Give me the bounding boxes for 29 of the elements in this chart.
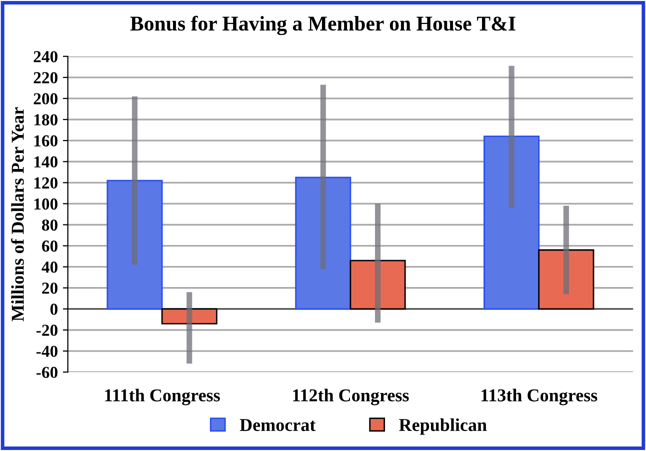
bar bbox=[538, 249, 594, 310]
y-tick-label: 60 bbox=[42, 240, 58, 252]
y-tick-label: 160 bbox=[34, 135, 58, 147]
y-tick-label: 80 bbox=[42, 219, 58, 231]
y-tick-label: 100 bbox=[34, 198, 58, 210]
chart-title: Bonus for Having a Member on House T&I bbox=[130, 16, 516, 36]
bar bbox=[350, 260, 406, 310]
y-tick-label: 40 bbox=[42, 262, 58, 273]
y-tick-label: -20 bbox=[36, 324, 58, 336]
legend-label: Democrat bbox=[240, 419, 316, 432]
y-tick-label: 20 bbox=[42, 282, 58, 294]
bar bbox=[106, 180, 163, 310]
x-tick-label: 111th Congress bbox=[105, 388, 220, 406]
bar bbox=[484, 136, 540, 310]
y-tick-label: 0 bbox=[50, 304, 58, 315]
x-tick-label: 113th Congress bbox=[482, 388, 598, 406]
y-tick-label: 180 bbox=[34, 114, 58, 126]
y-tick-label: -60 bbox=[36, 366, 58, 378]
y-tick-label: 140 bbox=[34, 156, 58, 168]
x-tick-label: 112th Congress bbox=[293, 388, 409, 406]
y-axis-title: Millions of Dollars Per Year bbox=[10, 107, 24, 322]
y-tick-label: 220 bbox=[34, 72, 58, 84]
legend-label: Republican bbox=[399, 418, 487, 435]
y-tick-label: -40 bbox=[36, 346, 58, 357]
y-tick-label: 120 bbox=[34, 177, 58, 189]
y-tick-label: 200 bbox=[34, 93, 58, 104]
bar bbox=[295, 176, 352, 310]
bar bbox=[161, 308, 218, 324]
y-tick-label: 240 bbox=[34, 51, 58, 62]
